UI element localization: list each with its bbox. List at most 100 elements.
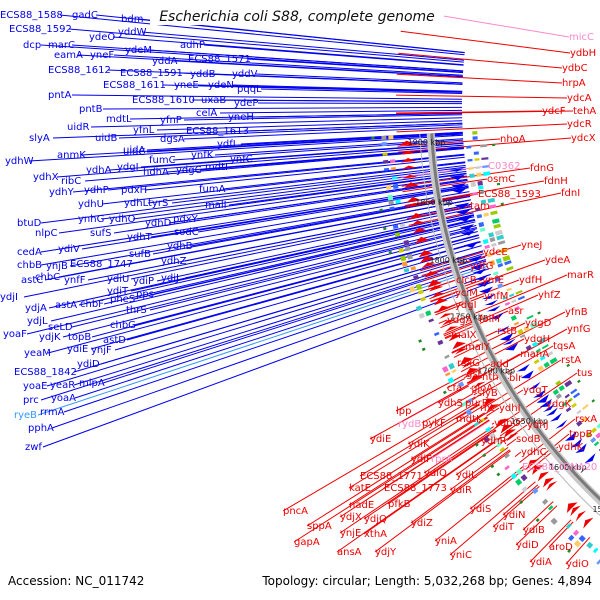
cog-band [483,436,491,444]
gene-label-forward: ydiD [77,359,100,370]
cog-band [500,247,508,254]
cog-band [497,240,506,246]
gene-label-reverse: ydiT [493,522,515,533]
gene-label-reverse: rydB [398,419,421,430]
leader-line [471,345,554,393]
leader-line [387,430,497,505]
cog-band [392,224,399,229]
tick-label: 1650 kbp [510,417,548,426]
gene-feature-forward [460,229,476,236]
leader-line [59,14,465,56]
gene-label-reverse: ydgI [455,300,477,311]
gene-label-reverse: cfa [447,383,462,394]
gene-label-reverse: malY [465,342,491,353]
gene-label-forward: ECS88_1592 [9,24,72,35]
gene-feature-reverse [431,292,446,299]
leader-line [63,268,490,413]
cog-band [590,427,598,434]
leader-line [203,44,464,66]
leader-line [56,144,464,178]
gene-feature-reverse [469,375,483,383]
cog-band [502,296,508,300]
gene-label-forward: ynjF [91,345,112,356]
gene-label-reverse: manA [520,349,549,360]
leader-line [23,206,473,298]
gene-feature-reverse [452,341,466,350]
leader-line [402,178,488,193]
gene-feature-reverse [418,250,433,258]
gene-feature-forward [448,168,464,172]
cog-band [499,446,506,453]
gene-feature-reverse [419,255,435,263]
cog-band [558,384,565,392]
cog-band [585,431,592,438]
gene-label-forward: ydjA [25,303,47,314]
cog-band [573,540,582,548]
gene-label-reverse: rstB [497,326,517,337]
gene-label-reverse: ydgH [524,334,550,345]
cog-band [437,339,444,346]
gene-label-reverse: yniA [435,536,457,547]
gene-label-forward: chbC [35,272,60,283]
gene-feature-reverse [532,465,544,475]
gene-feature-forward [457,216,473,222]
gene-label-reverse: ydiB [523,525,545,536]
gene-label-reverse: asr [508,306,524,317]
genome-backbone [419,133,600,517]
gene-label-reverse: ECS88_1771 [360,471,423,482]
leader-line [336,436,502,553]
gene-label-forward: ydeM [125,45,152,56]
gene-label-forward: ydeP [234,98,258,109]
gene-label-forward: pdxY [173,214,199,225]
leader-line [68,28,464,63]
leader-line [224,99,463,103]
cog-band [489,260,496,267]
leader-line [437,385,469,404]
leader-line [101,170,467,220]
leader-line [130,208,473,280]
gene-feature-reverse [575,510,587,522]
cog-band [387,194,394,201]
leader-line [430,259,546,302]
leader-line [90,117,463,128]
leader-line [467,328,568,385]
gene-label-reverse: ydhS [438,398,463,409]
leader-line [171,166,466,204]
genome-summary-text: Topology: circular; Length: 5,032,268 bp… [262,574,592,588]
leader-line [132,173,467,220]
marker-dot [577,379,581,384]
tick-mark [444,201,452,204]
gene-label-forward: uidA [123,145,145,156]
cog-band [564,393,570,399]
gene-feature-forward [459,224,474,231]
cog-band [515,289,523,295]
gene-label-forward: thrS [126,305,147,316]
gene-label-reverse: ydcA [567,93,592,104]
gene-feature-forward [570,438,583,448]
leader-line [503,424,528,442]
gene-label-forward: ydgI [117,162,139,173]
leader-line [162,84,463,93]
gene-label-reverse: ansA [337,547,362,558]
cog-band [566,523,572,529]
cog-band [425,310,432,317]
gene-feature-reverse [583,517,594,529]
gene-label-reverse: pfkB [388,499,411,510]
cog-band [394,232,401,238]
gene-label-reverse: nth [482,372,499,383]
leader-line [87,203,472,281]
cog-band [451,368,457,374]
cog-band [545,351,554,358]
gene-label-reverse: slyB [477,388,498,399]
marker-dot [566,363,571,368]
gene-label-reverse: ydhJ [527,420,549,431]
gene-label-reverse: ydeA [545,255,570,266]
gene-label-forward: mipA [79,378,105,389]
gene-label-reverse: ydcX [571,133,596,144]
cog-band [581,403,589,411]
gene-label-reverse: ydfG [470,261,494,272]
tick-label: 1900 kbp [408,138,446,147]
gene-feature-forward [474,274,489,281]
leader-line [348,406,482,489]
gene-feature-reverse [407,203,422,208]
